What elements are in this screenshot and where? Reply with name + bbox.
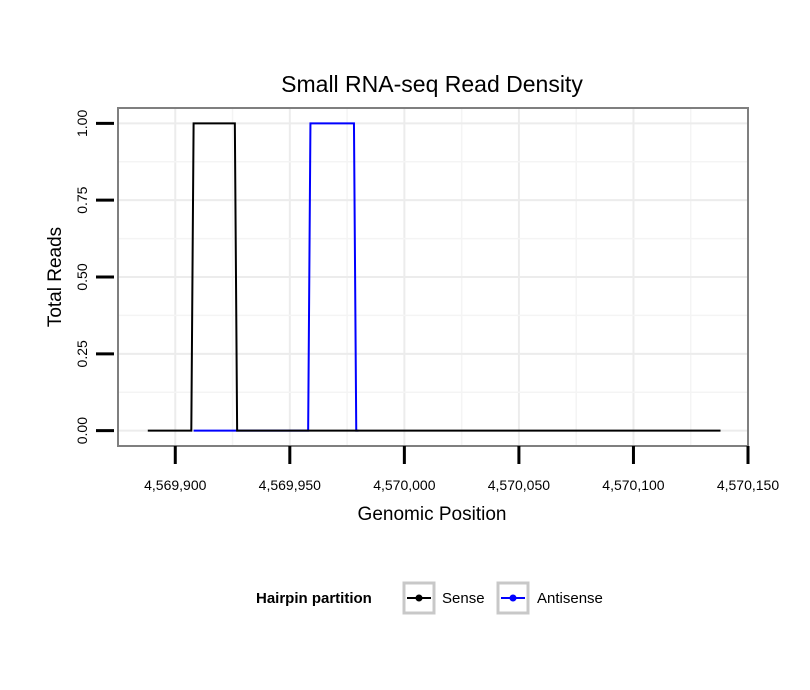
y-tick-label: 0.50 xyxy=(74,263,90,290)
legend-item-sense: Sense xyxy=(402,581,485,615)
x-tick-label: 4,570,000 xyxy=(373,477,435,493)
legend-label-antisense: Antisense xyxy=(537,590,603,607)
plot-panel xyxy=(117,107,749,447)
legend-title: Hairpin partition xyxy=(256,590,372,607)
y-axis-title: Total Reads xyxy=(45,227,66,327)
y-tick-label: 1.00 xyxy=(74,110,90,137)
y-tick-label: 0.00 xyxy=(74,417,90,444)
x-tick-label: 4,570,150 xyxy=(717,477,779,493)
x-tick-label: 4,569,950 xyxy=(259,477,321,493)
legend-dot-antisense xyxy=(509,594,517,602)
chart-title: Small RNA-seq Read Density xyxy=(281,71,583,97)
x-tick-label: 4,570,050 xyxy=(488,477,550,493)
x-tick-label: 4,569,900 xyxy=(144,477,206,493)
grid xyxy=(118,108,748,446)
legend-label-sense: Sense xyxy=(442,590,485,607)
y-tick-label: 0.75 xyxy=(74,186,90,213)
legend: Hairpin partition Sense Antisense xyxy=(256,581,603,615)
series-line-sense xyxy=(147,122,721,432)
y-tick-label: 0.25 xyxy=(74,340,90,367)
x-axis-title: Genomic Position xyxy=(358,504,507,525)
legend-dot-sense xyxy=(415,594,423,602)
series-group xyxy=(147,122,721,432)
legend-item-antisense: Antisense xyxy=(496,581,603,615)
x-tick-label: 4,570,100 xyxy=(602,477,664,493)
axes: 4,569,900 4,569,950 4,570,000 4,570,050 4,57… xyxy=(74,110,779,493)
